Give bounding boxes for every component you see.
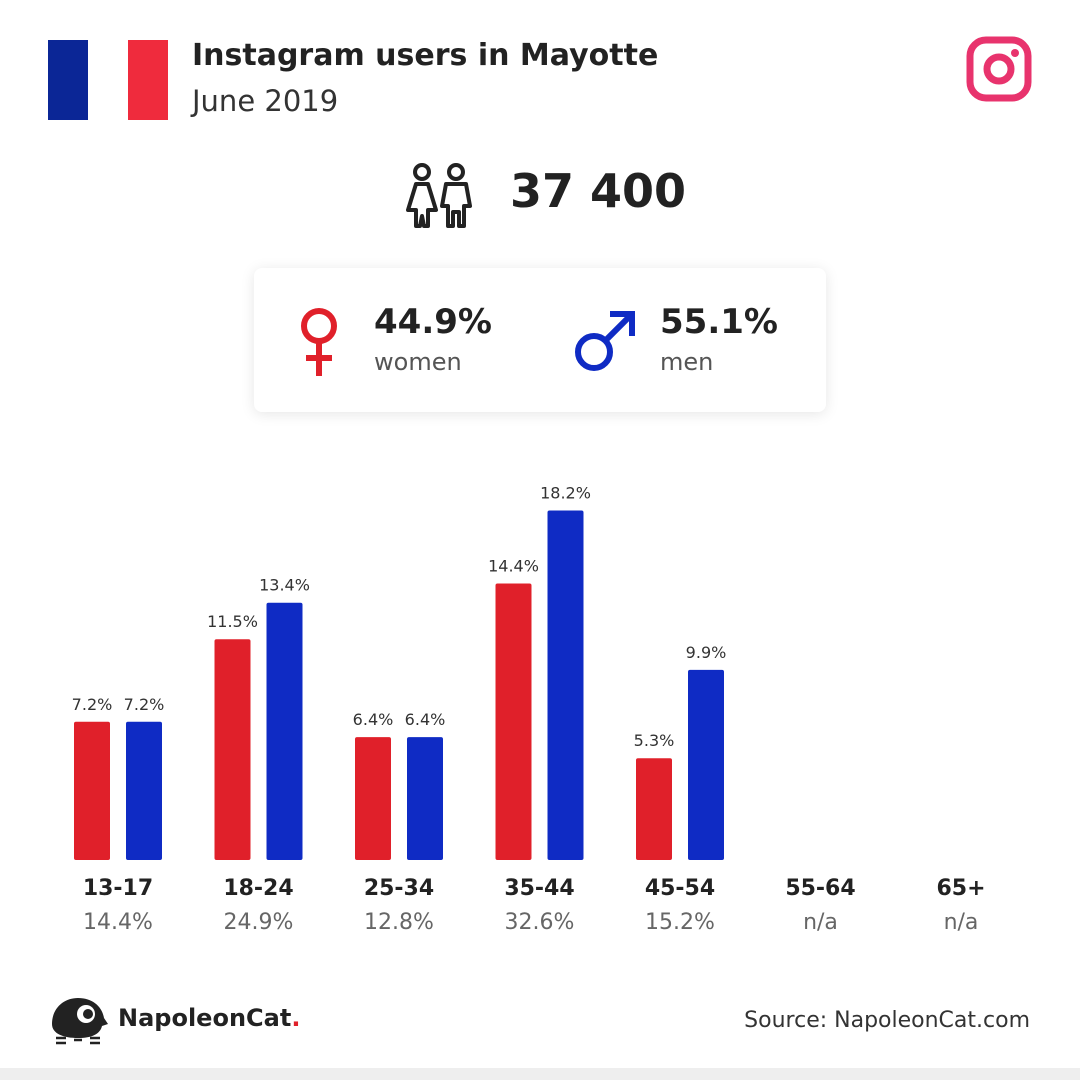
age-distribution-chart: 7.2% 7.2% 11.5%13.4% 6.4% 6.4% 14.4% 18.2% 5.3%… xyxy=(72,484,727,860)
flag-blue-stripe xyxy=(48,40,88,120)
bar-men-35-44 xyxy=(547,510,584,860)
age-group-label: 45-54 xyxy=(644,876,716,901)
brand-name-text: NapoleonCat xyxy=(118,1004,292,1032)
bar-men-25-34 xyxy=(407,737,443,860)
bar-men-18-24 xyxy=(266,602,303,860)
age-group-total: 15.2% xyxy=(645,910,715,935)
flag-red-stripe xyxy=(128,40,168,120)
age-group-label: 18-24 xyxy=(223,876,294,901)
bar-men-45-54 xyxy=(688,669,724,860)
bar-women-45-54 xyxy=(636,758,672,860)
men-label: men xyxy=(660,348,714,376)
napoleoncat-logo-icon xyxy=(52,998,108,1045)
gender-split-card: 44.9% women 55.1% men xyxy=(254,268,826,412)
male-symbol-icon xyxy=(575,311,635,371)
bar-value-label-women-18-24: 11.5% xyxy=(207,612,258,631)
female-symbol-icon xyxy=(301,308,337,376)
footer-bar xyxy=(0,1068,1080,1080)
age-group-label: 35-44 xyxy=(504,876,575,901)
age-group-total: 24.9% xyxy=(223,910,294,935)
age-group-label: 55-64 xyxy=(785,876,856,901)
bar-value-label-men-13-17: 7.2% xyxy=(124,695,165,714)
bar-value-label-women-25-34: 6.4% xyxy=(353,710,394,729)
age-group-total: 12.8% xyxy=(364,910,434,935)
women-percentage: 44.9% xyxy=(374,302,492,342)
women-label: women xyxy=(374,348,462,376)
age-group-label: 13-17 xyxy=(82,876,154,901)
flag-white-stripe xyxy=(88,40,128,120)
brand-name: NapoleonCat. xyxy=(118,1004,300,1032)
men-percentage: 55.1% xyxy=(660,302,778,342)
bar-women-18-24 xyxy=(214,639,251,860)
bar-value-label-men-45-54: 9.9% xyxy=(686,643,727,662)
brand-dot: . xyxy=(291,1004,301,1032)
age-group-total: n/a xyxy=(943,910,979,935)
bar-value-label-men-35-44: 18.2% xyxy=(540,484,591,503)
age-group-total: n/a xyxy=(803,910,838,935)
users-icon xyxy=(406,163,472,228)
country-flag xyxy=(48,40,168,120)
page-subtitle: June 2019 xyxy=(192,84,339,118)
bar-value-label-women-13-17: 7.2% xyxy=(72,695,113,714)
bar-women-35-44 xyxy=(495,583,532,860)
bar-value-label-men-18-24: 13.4% xyxy=(259,576,310,595)
age-group-total: 32.6% xyxy=(504,910,575,935)
bar-value-label-women-45-54: 5.3% xyxy=(634,731,675,750)
page-title: Instagram users in Mayotte xyxy=(192,38,659,73)
instagram-icon xyxy=(966,36,1032,102)
bar-men-13-17 xyxy=(126,721,162,860)
bar-women-25-34 xyxy=(355,737,391,860)
source-text: Source: NapoleonCat.com xyxy=(744,1008,1030,1033)
total-users: 37 400 xyxy=(510,164,687,218)
age-group-total: 14.4% xyxy=(83,910,153,935)
bar-value-label-men-25-34: 6.4% xyxy=(405,710,446,729)
age-group-label: 25-34 xyxy=(363,876,435,901)
bar-value-label-women-35-44: 14.4% xyxy=(488,557,539,576)
age-group-label: 65+ xyxy=(936,876,986,901)
bar-women-13-17 xyxy=(74,721,110,860)
